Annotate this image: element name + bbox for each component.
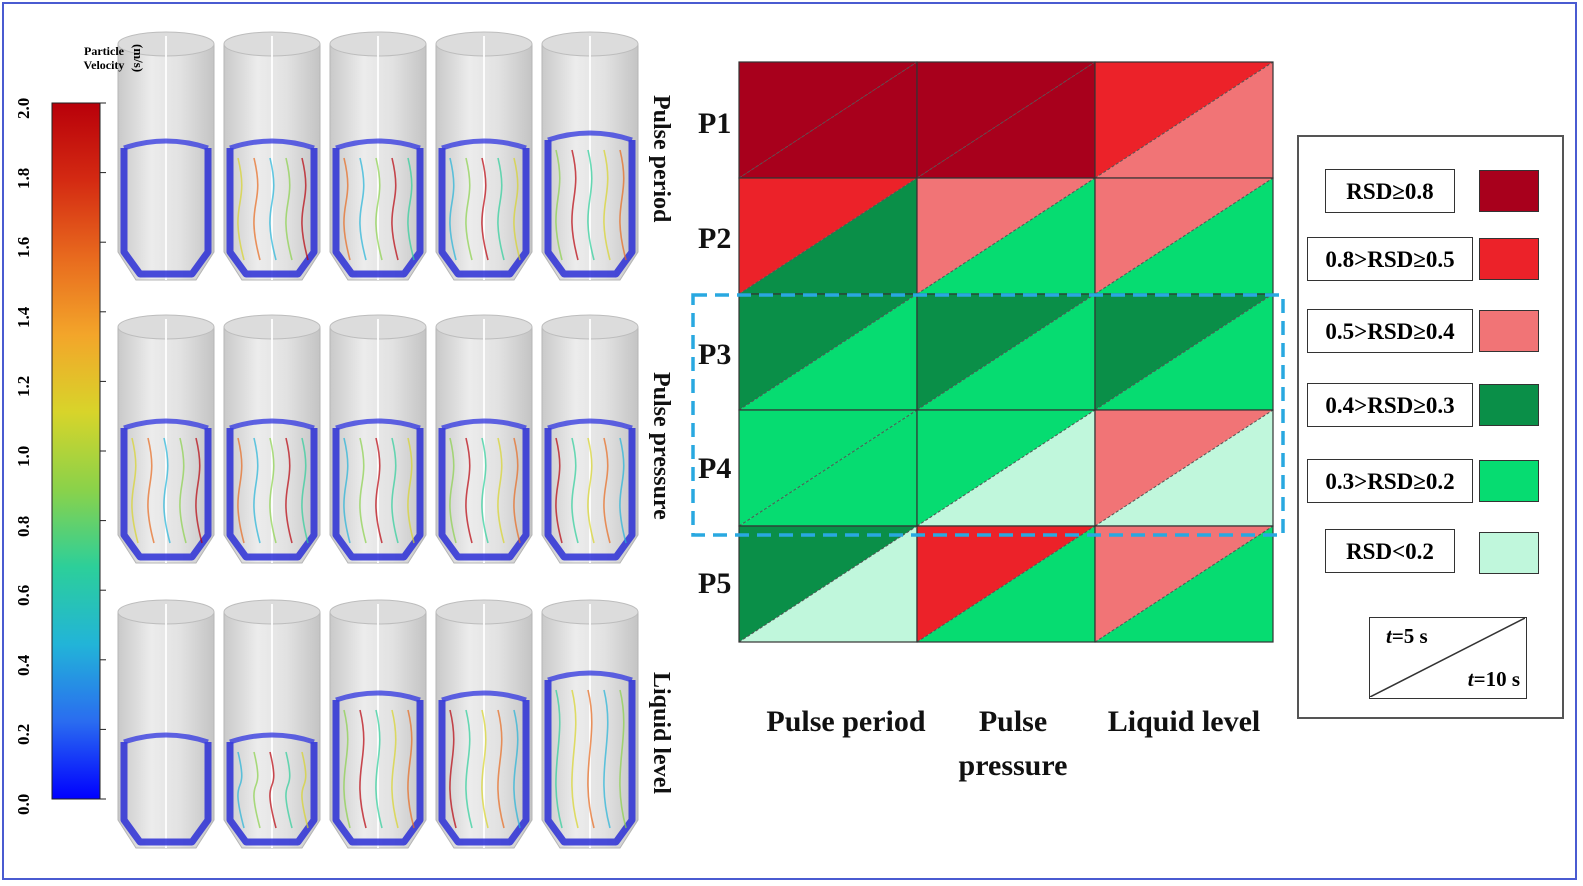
rsd-cell-p3-c3 [1094, 293, 1274, 411]
legend-label-4: 0.3>RSD≥0.2 [1307, 459, 1473, 503]
legend-swatch-2 [1479, 310, 1539, 352]
flow-snapshot [435, 599, 533, 849]
cell-diagonal [916, 177, 1096, 295]
cell-diagonal [916, 409, 1096, 527]
legend-label-0: RSD≥0.8 [1325, 169, 1455, 213]
cell-diagonal [738, 293, 918, 411]
col-label-pulse-pressure: Pulse pressure [958, 705, 1068, 782]
legend-swatch-1 [1479, 238, 1539, 280]
rsd-cell-p4-c1 [738, 409, 918, 527]
flow-snapshot [223, 599, 321, 849]
time-label-5s: t=5 s [1386, 624, 1428, 648]
flow-snapshot [223, 31, 321, 281]
row-label-p4: P4 [698, 452, 732, 485]
flow-snapshot [117, 314, 215, 564]
legend-swatch-5 [1479, 532, 1539, 574]
cell-diagonal [738, 61, 918, 179]
cell-diagonal [916, 61, 1096, 179]
highlight-box [691, 293, 1285, 537]
rsd-cell-p3-c2 [916, 293, 1096, 411]
row-label-p1: P1 [698, 107, 732, 140]
flow-snapshot [329, 314, 427, 564]
flow-snapshot [223, 314, 321, 564]
col-label-pulse-period: Pulse period [766, 705, 926, 738]
velocity-colorbar [51, 102, 101, 800]
cell-diagonal [738, 409, 918, 527]
flow-snapshot [435, 314, 533, 564]
legend-swatch-4 [1479, 460, 1539, 502]
rsd-cell-p1-c2 [916, 61, 1096, 179]
rsd-cell-p4-c3 [1094, 409, 1274, 527]
col-label-liquid-level: Liquid level [1107, 705, 1261, 738]
cell-diagonal [738, 525, 918, 643]
row-label-p2: P2 [698, 222, 732, 255]
time-diagonal [1370, 618, 1525, 697]
legend-swatch-0 [1479, 170, 1539, 212]
cell-diagonal [916, 525, 1096, 643]
rsd-cell-p5-c3 [1094, 525, 1274, 643]
flow-snapshot [541, 599, 639, 849]
rsd-cell-p5-c2 [916, 525, 1096, 643]
legend: RSD≥0.8 0.8>RSD≥0.5 0.5>RSD≥0.4 0.4>RSD≥… [1297, 135, 1564, 719]
rsd-cell-p5-c1 [738, 525, 918, 643]
cell-diagonal [1094, 409, 1274, 527]
flow-snapshot [435, 31, 533, 281]
rsd-cell-p2-c3 [1094, 177, 1274, 295]
legend-swatch-3 [1479, 384, 1539, 426]
snapshot-grid [117, 31, 639, 849]
rsd-cell-p1-c3 [1094, 61, 1274, 179]
cell-diagonal [1094, 293, 1274, 411]
rsd-cell-p3-c1 [738, 293, 918, 411]
cell-diagonal [738, 177, 918, 295]
colorbar-title: Particle Velocity [83, 44, 125, 72]
cell-diagonal [1094, 525, 1274, 643]
rsd-cell-p2-c1 [738, 177, 918, 295]
legend-label-5: RSD<0.2 [1325, 529, 1455, 573]
time-label-10s: t=10 s [1467, 667, 1520, 691]
flow-snapshot [541, 314, 639, 564]
row-label-p5: P5 [698, 567, 732, 600]
flow-snapshot [541, 31, 639, 281]
legend-label-3: 0.4>RSD≥0.3 [1307, 383, 1473, 427]
row-label-p3: P3 [698, 338, 732, 371]
colorbar-ticks [100, 102, 106, 800]
flow-snapshot [329, 599, 427, 849]
cell-diagonal [916, 293, 1096, 411]
legend-label-2: 0.5>RSD≥0.4 [1307, 309, 1473, 353]
flow-snapshot [329, 31, 427, 281]
rsd-cell-p4-c2 [916, 409, 1096, 527]
simulation-panel [51, 31, 639, 849]
flow-snapshot [117, 31, 215, 281]
cell-diagonal [1094, 177, 1274, 295]
legend-label-1: 0.8>RSD≥0.5 [1307, 237, 1473, 281]
cell-border [1094, 525, 1274, 643]
rsd-cell-p1-c1 [738, 61, 918, 179]
flow-snapshot [117, 599, 215, 849]
time-legend: t=5 s t=10 s [1369, 617, 1527, 699]
cell-diagonal [1094, 61, 1274, 179]
rsd-cell-p2-c2 [916, 177, 1096, 295]
